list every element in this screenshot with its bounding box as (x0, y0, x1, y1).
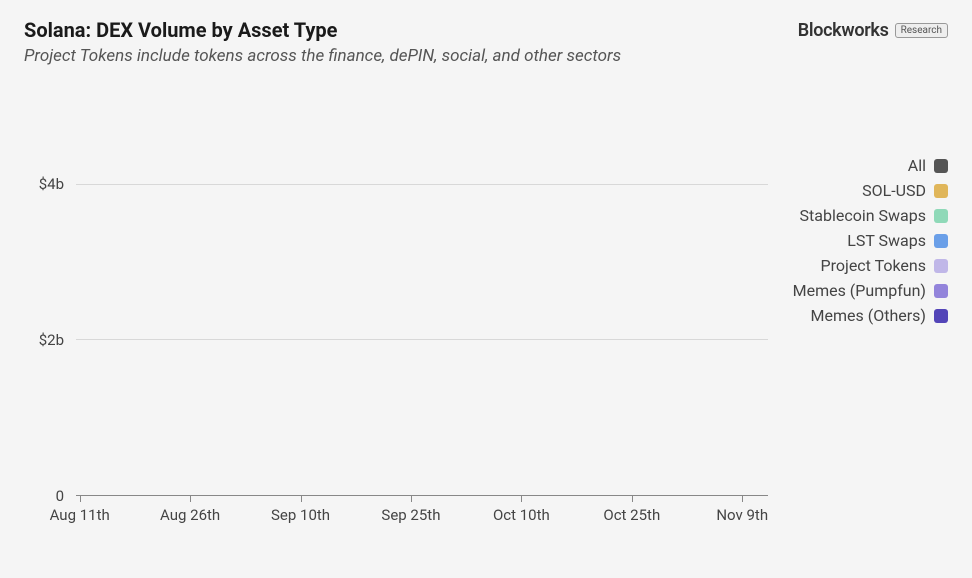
legend-item-project[interactable]: Project Tokens (784, 256, 948, 275)
plot (76, 106, 768, 496)
chart-wrap: 0 $2b $4b Aug 11th Aug 26th Sep 10th Sep 25th… (24, 106, 948, 536)
brand-badge: Research (895, 23, 948, 38)
header-row: Solana: DEX Volume by Asset Type Project… (24, 18, 948, 66)
legend-label: Stablecoin Swaps (800, 206, 926, 225)
x-tick-label: Oct 10th (493, 506, 550, 524)
x-tick-label: Oct 25th (603, 506, 660, 524)
legend-item-stable[interactable]: Stablecoin Swaps (784, 206, 948, 225)
x-tick-label: Sep 25th (381, 506, 440, 524)
legend-item-sol_usd[interactable]: SOL-USD (784, 181, 948, 200)
x-axis: Aug 11thAug 26thSep 10thSep 25thOct 10th… (76, 496, 768, 536)
x-tick-mark (742, 496, 743, 502)
chart-card: Solana: DEX Volume by Asset Type Project… (0, 0, 972, 578)
x-tick-mark (632, 496, 633, 502)
titles: Solana: DEX Volume by Asset Type Project… (24, 18, 798, 66)
x-tick-label: Nov 9th (716, 506, 768, 524)
x-tick-mark (521, 496, 522, 502)
x-tick-mark (301, 496, 302, 502)
legend-label: All (908, 156, 926, 175)
y-tick-label: 0 (56, 487, 64, 505)
legend: All SOL-USD Stablecoin Swaps LST Swaps Proje… (768, 106, 948, 536)
legend-item-others[interactable]: Memes (Others) (784, 306, 948, 325)
legend-label: Memes (Others) (811, 306, 926, 325)
legend-swatch-icon (934, 159, 948, 173)
legend-label: LST Swaps (847, 231, 926, 250)
x-tick-mark (411, 496, 412, 502)
legend-swatch-icon (934, 284, 948, 298)
y-tick-label: $4b (39, 175, 64, 193)
chart-area: 0 $2b $4b Aug 11th Aug 26th Sep 10th Sep 25th… (24, 106, 768, 536)
y-tick-label: $2b (39, 331, 64, 349)
chart-subtitle: Project Tokens include tokens across the… (24, 46, 798, 66)
x-tick-label: Aug 26th (160, 506, 220, 524)
chart-title: Solana: DEX Volume by Asset Type (24, 18, 798, 42)
legend-label: Project Tokens (821, 256, 927, 275)
legend-swatch-icon (934, 309, 948, 323)
bars-container (76, 106, 768, 495)
legend-item-lst[interactable]: LST Swaps (784, 231, 948, 250)
legend-item-all[interactable]: All (784, 156, 948, 175)
legend-swatch-icon (934, 184, 948, 198)
x-tick-label: Sep 10th (271, 506, 330, 524)
brand: Blockworks Research (798, 20, 948, 41)
legend-label: SOL-USD (862, 181, 926, 200)
x-tick-label: Aug 11th (50, 506, 110, 524)
y-axis: 0$2b$4b (24, 106, 72, 496)
x-tick-mark (190, 496, 191, 502)
gridline (76, 339, 768, 340)
legend-label: Memes (Pumpfun) (793, 281, 926, 300)
legend-swatch-icon (934, 209, 948, 223)
brand-name: Blockworks (798, 20, 889, 41)
gridline (76, 184, 768, 185)
legend-swatch-icon (934, 259, 948, 273)
x-tick-mark (80, 496, 81, 502)
legend-item-pumpfun[interactable]: Memes (Pumpfun) (784, 281, 948, 300)
legend-swatch-icon (934, 234, 948, 248)
